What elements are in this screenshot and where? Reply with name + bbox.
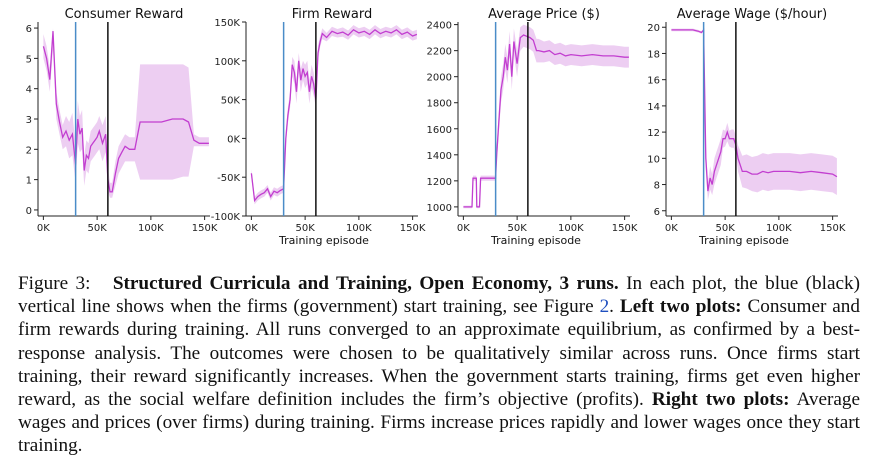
y-tick-label: 50K xyxy=(221,96,241,107)
figure-3: Consumer Reward 0 1 2 3 4 5 6 0K 50K 100K 150K Firm… xyxy=(26,7,846,247)
y-tick-label: 10 xyxy=(647,154,660,165)
y-tick-label: 2400 xyxy=(427,21,452,32)
y-tick-label: 1400 xyxy=(427,151,452,162)
series-line xyxy=(671,28,838,192)
chart-title: Consumer Reward xyxy=(65,7,184,22)
y-tick-label: 2200 xyxy=(427,47,452,58)
y-tick-label: 16 xyxy=(647,76,660,87)
x-tick-label: 0K xyxy=(665,223,678,234)
figure-reference-link[interactable]: 2 xyxy=(599,296,610,318)
panel-average-wage: Average Wage ($/hour) 6 8 10 12 14 16 18 20 0K 50K… xyxy=(647,7,846,247)
x-tick-label: 100K xyxy=(766,223,792,234)
caption-text-4: Average wages and prices (over firms) du… xyxy=(18,389,861,457)
y-tick-label: 1000 xyxy=(427,203,452,214)
y-tick-label: 150K xyxy=(214,18,240,29)
x-tick-label: 50K xyxy=(715,223,735,234)
x-tick-label: 150K xyxy=(192,223,218,234)
y-tick-label: 2000 xyxy=(427,73,452,84)
y-tick-label: -100K xyxy=(211,212,241,223)
x-tick-label: 0K xyxy=(245,223,258,234)
panel-average-price: Average Price ($) 1000 1200 1400 1600 1800 200… xyxy=(427,7,638,247)
x-tick-label: 150K xyxy=(400,223,426,234)
x-tick-label: 0K xyxy=(37,223,50,234)
y-tick-label: 1600 xyxy=(427,125,452,136)
y-tick-label: 0 xyxy=(26,206,32,217)
y-tick-label: 12 xyxy=(647,128,660,139)
x-tick-label: 100K xyxy=(558,223,584,234)
y-tick-label: 1200 xyxy=(427,177,452,188)
x-axis-label: Training episode xyxy=(490,234,581,247)
caption-text-3: Consumer and firm rewards during trainin… xyxy=(18,296,860,411)
y-tick-label: 1800 xyxy=(427,99,452,110)
chart-title: Average Wage ($/hour) xyxy=(677,7,827,22)
series-line xyxy=(463,34,629,208)
caption-right-plots-label: Right two plots: xyxy=(651,389,790,411)
x-tick-label: 50K xyxy=(295,223,315,234)
y-tick-label: 1 xyxy=(26,176,32,187)
y-tick-label: 5 xyxy=(26,54,32,65)
y-tick-label: 2 xyxy=(26,145,32,156)
y-tick-label: 20 xyxy=(647,23,660,34)
x-tick-label: 150K xyxy=(820,223,846,234)
y-tick-label: 6 xyxy=(654,207,660,218)
x-tick-label: 50K xyxy=(507,223,527,234)
figure-caption: Figure 3: Structured Curricula and Train… xyxy=(18,272,860,458)
x-tick-label: 150K xyxy=(612,223,638,234)
panel-firm-reward: Firm Reward -100K -50K 0K 50K 100K 150K 0K 50K 10… xyxy=(211,7,426,247)
series-line xyxy=(250,28,418,203)
y-tick-label: 3 xyxy=(26,115,32,126)
confidence-band xyxy=(43,28,209,198)
caption-text-2: . xyxy=(609,296,620,318)
y-tick-label: 0K xyxy=(227,134,240,145)
caption-text-1: In each plot, the blue (black) vertical … xyxy=(18,273,860,318)
y-tick-label: 14 xyxy=(647,102,660,113)
caption-left-plots-label: Left two plots: xyxy=(619,296,742,318)
x-axis-label: Training episode xyxy=(278,234,369,247)
chart-title: Average Price ($) xyxy=(488,7,600,22)
caption-title: Structured Curricula and Training, Open … xyxy=(112,273,619,294)
confidence-band xyxy=(463,24,629,209)
caption-label: Figure 3: xyxy=(18,273,91,294)
y-tick-label: 8 xyxy=(654,181,660,192)
x-tick-label: 100K xyxy=(138,223,164,234)
y-tick-label: -50K xyxy=(217,173,240,184)
confidence-band xyxy=(251,25,417,205)
series-line xyxy=(42,31,209,193)
panel-consumer-reward: Consumer Reward 0 1 2 3 4 5 6 0K 50K 100K 150K xyxy=(26,7,218,234)
x-tick-label: 50K xyxy=(87,223,107,234)
confidence-band xyxy=(671,28,837,201)
y-tick-label: 100K xyxy=(214,57,240,68)
y-tick-label: 6 xyxy=(26,24,32,35)
x-tick-label: 100K xyxy=(346,223,372,234)
y-tick-label: 4 xyxy=(26,85,32,96)
x-axis-label: Training episode xyxy=(698,234,789,247)
chart-title: Firm Reward xyxy=(292,7,372,22)
x-tick-label: 0K xyxy=(457,223,470,234)
y-tick-label: 18 xyxy=(647,49,660,60)
